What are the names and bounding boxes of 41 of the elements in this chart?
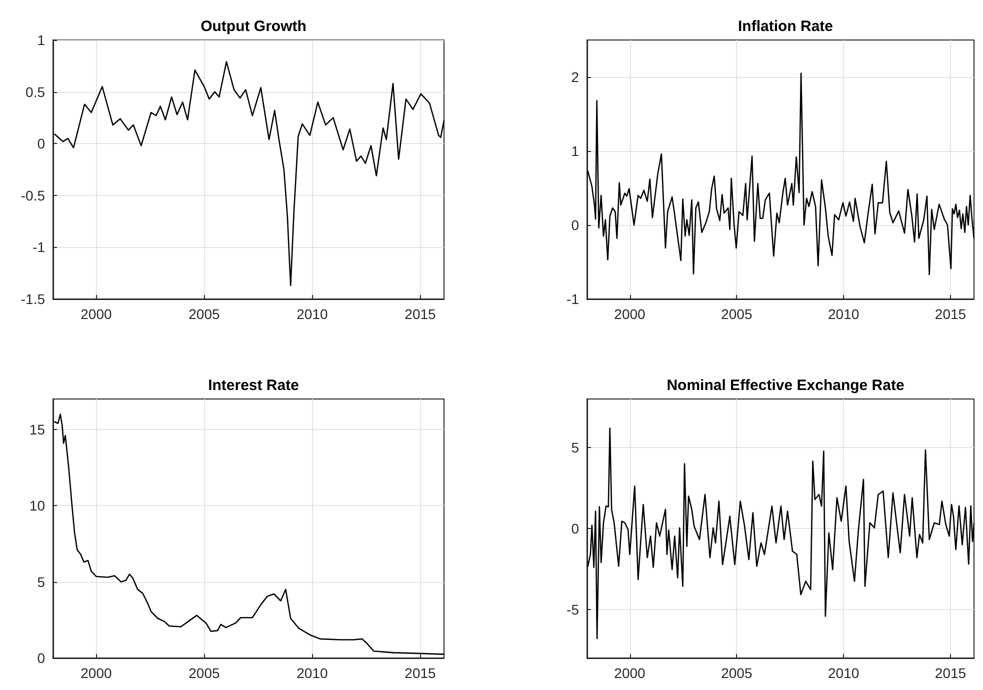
y-tick-label: -1.5 bbox=[20, 291, 46, 307]
x-tick-label: 2015 bbox=[934, 306, 966, 322]
y-tick-label: 15 bbox=[29, 421, 46, 438]
x-tick-label: 2015 bbox=[934, 665, 966, 681]
line-series bbox=[54, 61, 445, 286]
chart-title: Interest Rate bbox=[208, 377, 299, 394]
line-series bbox=[587, 427, 975, 640]
y-tick-label: -1 bbox=[566, 291, 580, 307]
x-tick-label: 2015 bbox=[404, 306, 436, 322]
x-tick-label: 2005 bbox=[188, 665, 220, 681]
y-tick-label: 1 bbox=[571, 143, 580, 159]
chart-title: Inflation Rate bbox=[738, 18, 834, 35]
line-series bbox=[587, 72, 975, 276]
y-tick-label: 2 bbox=[571, 69, 580, 85]
chart-title: Nominal Effective Exchange Rate bbox=[666, 377, 904, 394]
y-tick-label: -0.5 bbox=[20, 187, 46, 204]
line-series bbox=[54, 414, 445, 655]
x-tick-label: 2010 bbox=[828, 306, 860, 322]
x-tick-label: 2000 bbox=[614, 665, 646, 681]
x-tick-label: 2000 bbox=[80, 665, 112, 681]
y-tick-label: 0.5 bbox=[26, 84, 46, 100]
y-tick-label: 5 bbox=[571, 440, 580, 456]
x-tick-label: 2000 bbox=[80, 306, 112, 322]
x-tick-label: 2010 bbox=[296, 665, 328, 681]
y-tick-label: 0 bbox=[37, 136, 46, 152]
x-tick-label: 2005 bbox=[721, 306, 752, 322]
x-tick-label: 2005 bbox=[188, 306, 220, 322]
y-tick-label: 0 bbox=[571, 217, 580, 233]
x-tick-label: 2000 bbox=[614, 306, 646, 322]
y-tick-label: 0 bbox=[37, 650, 46, 666]
x-tick-label: 2015 bbox=[404, 665, 436, 681]
x-tick-label: 2005 bbox=[721, 665, 752, 681]
y-tick-label: 10 bbox=[29, 498, 46, 514]
x-tick-label: 2010 bbox=[296, 306, 328, 322]
y-tick-label: -1 bbox=[32, 239, 46, 256]
chart-title: Output Growth bbox=[200, 18, 306, 35]
y-tick-label: 5 bbox=[37, 574, 46, 590]
y-tick-label: 1 bbox=[37, 32, 46, 48]
y-tick-label: 0 bbox=[571, 520, 580, 536]
y-tick-label: -5 bbox=[566, 601, 580, 618]
x-tick-label: 2010 bbox=[828, 665, 860, 681]
